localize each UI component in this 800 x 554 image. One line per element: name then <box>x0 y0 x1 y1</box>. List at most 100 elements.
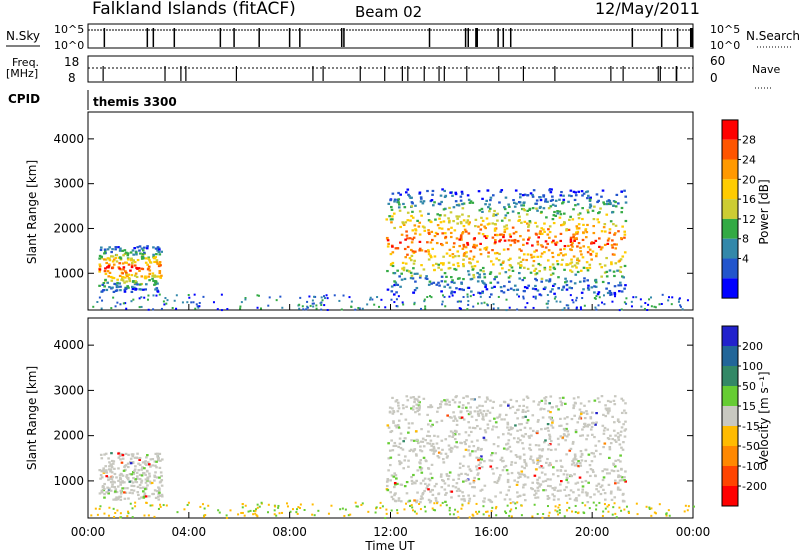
range-cell <box>406 188 410 191</box>
range-cell <box>539 255 543 258</box>
range-cell <box>152 279 155 283</box>
ground-cell <box>218 511 221 514</box>
ground-cell <box>198 301 201 304</box>
range-cell <box>488 419 492 422</box>
range-cell <box>479 242 482 246</box>
range-cell <box>617 474 620 477</box>
ground-cell <box>175 294 178 297</box>
range-cell <box>386 288 390 291</box>
range-cell <box>410 274 414 277</box>
range-cell <box>620 479 624 482</box>
range-cell <box>612 204 615 207</box>
range-cell <box>586 269 590 272</box>
range-cell <box>467 215 470 218</box>
ground-cell <box>598 501 601 504</box>
range-cell <box>548 278 552 281</box>
range-cell <box>546 423 550 426</box>
range-cell <box>621 448 625 451</box>
range-cell <box>624 428 628 431</box>
range-cell <box>428 435 432 438</box>
range-cell <box>562 427 566 431</box>
range-cell <box>418 247 422 250</box>
range-cell <box>119 489 123 492</box>
range-cell <box>486 423 490 426</box>
colorbar-segment <box>722 466 738 486</box>
range-cell <box>433 485 437 488</box>
range-cell <box>502 235 505 239</box>
range-cell <box>119 483 122 486</box>
range-cell <box>617 481 620 484</box>
range-cell <box>409 259 413 262</box>
range-cell <box>143 492 147 495</box>
range-cell <box>597 211 600 215</box>
range-cell <box>562 286 565 289</box>
range-cell <box>432 452 435 455</box>
range-cell <box>540 227 544 230</box>
ground-cell <box>505 298 508 301</box>
ground-cell <box>369 298 372 301</box>
range-cell <box>424 439 427 442</box>
ground-cell <box>305 308 308 311</box>
colorbar-segment <box>722 366 738 386</box>
range-cell <box>420 264 423 267</box>
range-cell <box>581 207 584 210</box>
range-cell <box>145 283 148 286</box>
range-cell <box>616 418 620 421</box>
range-cell <box>565 427 568 431</box>
range-cell <box>407 270 411 273</box>
range-cell <box>493 480 497 484</box>
range-cell <box>516 441 520 444</box>
range-cell <box>468 500 471 503</box>
range-cell <box>400 278 404 281</box>
range-cell <box>160 479 164 482</box>
range-cell <box>574 194 578 197</box>
ground-cell <box>625 505 628 508</box>
ground-cell <box>376 296 379 299</box>
range-cell <box>574 204 577 207</box>
range-cell <box>410 439 413 442</box>
range-cell <box>592 470 595 474</box>
ground-cell <box>143 514 146 517</box>
range-cell <box>472 243 476 247</box>
range-cell <box>440 280 444 283</box>
ground-cell <box>244 504 247 507</box>
ground-cell <box>472 293 475 296</box>
range-cell <box>548 230 552 234</box>
colorbar-segment <box>722 346 738 366</box>
range-cell <box>388 449 392 452</box>
range-cell <box>605 200 609 203</box>
range-cell <box>128 277 131 280</box>
range-cell <box>113 282 116 286</box>
range-cell <box>554 214 558 217</box>
range-cell <box>531 481 535 484</box>
range-cell <box>158 476 161 479</box>
range-cell <box>536 496 540 499</box>
ground-cell <box>505 309 508 312</box>
range-cell <box>583 416 587 420</box>
range-cell <box>396 247 399 250</box>
range-cell <box>512 198 515 202</box>
range-cell <box>130 274 134 277</box>
range-cell <box>612 462 615 465</box>
range-cell <box>618 443 622 446</box>
range-cell <box>103 496 106 499</box>
range-cell <box>144 277 147 280</box>
range-cell <box>160 495 164 498</box>
range-cell <box>536 243 540 246</box>
range-cell <box>131 287 135 291</box>
range-cell <box>104 272 108 275</box>
range-cell <box>144 257 148 260</box>
range-cell <box>118 249 122 252</box>
range-cell <box>620 211 624 214</box>
range-cell <box>623 429 627 432</box>
range-cell <box>414 280 417 283</box>
range-cell <box>399 500 403 503</box>
range-cell <box>456 250 460 253</box>
range-cell <box>450 290 454 293</box>
range-cell <box>514 189 518 192</box>
range-cell <box>397 445 400 449</box>
range-cell <box>614 247 618 250</box>
ground-cell <box>495 514 498 517</box>
range-cell <box>390 430 394 433</box>
range-cell <box>448 400 451 403</box>
